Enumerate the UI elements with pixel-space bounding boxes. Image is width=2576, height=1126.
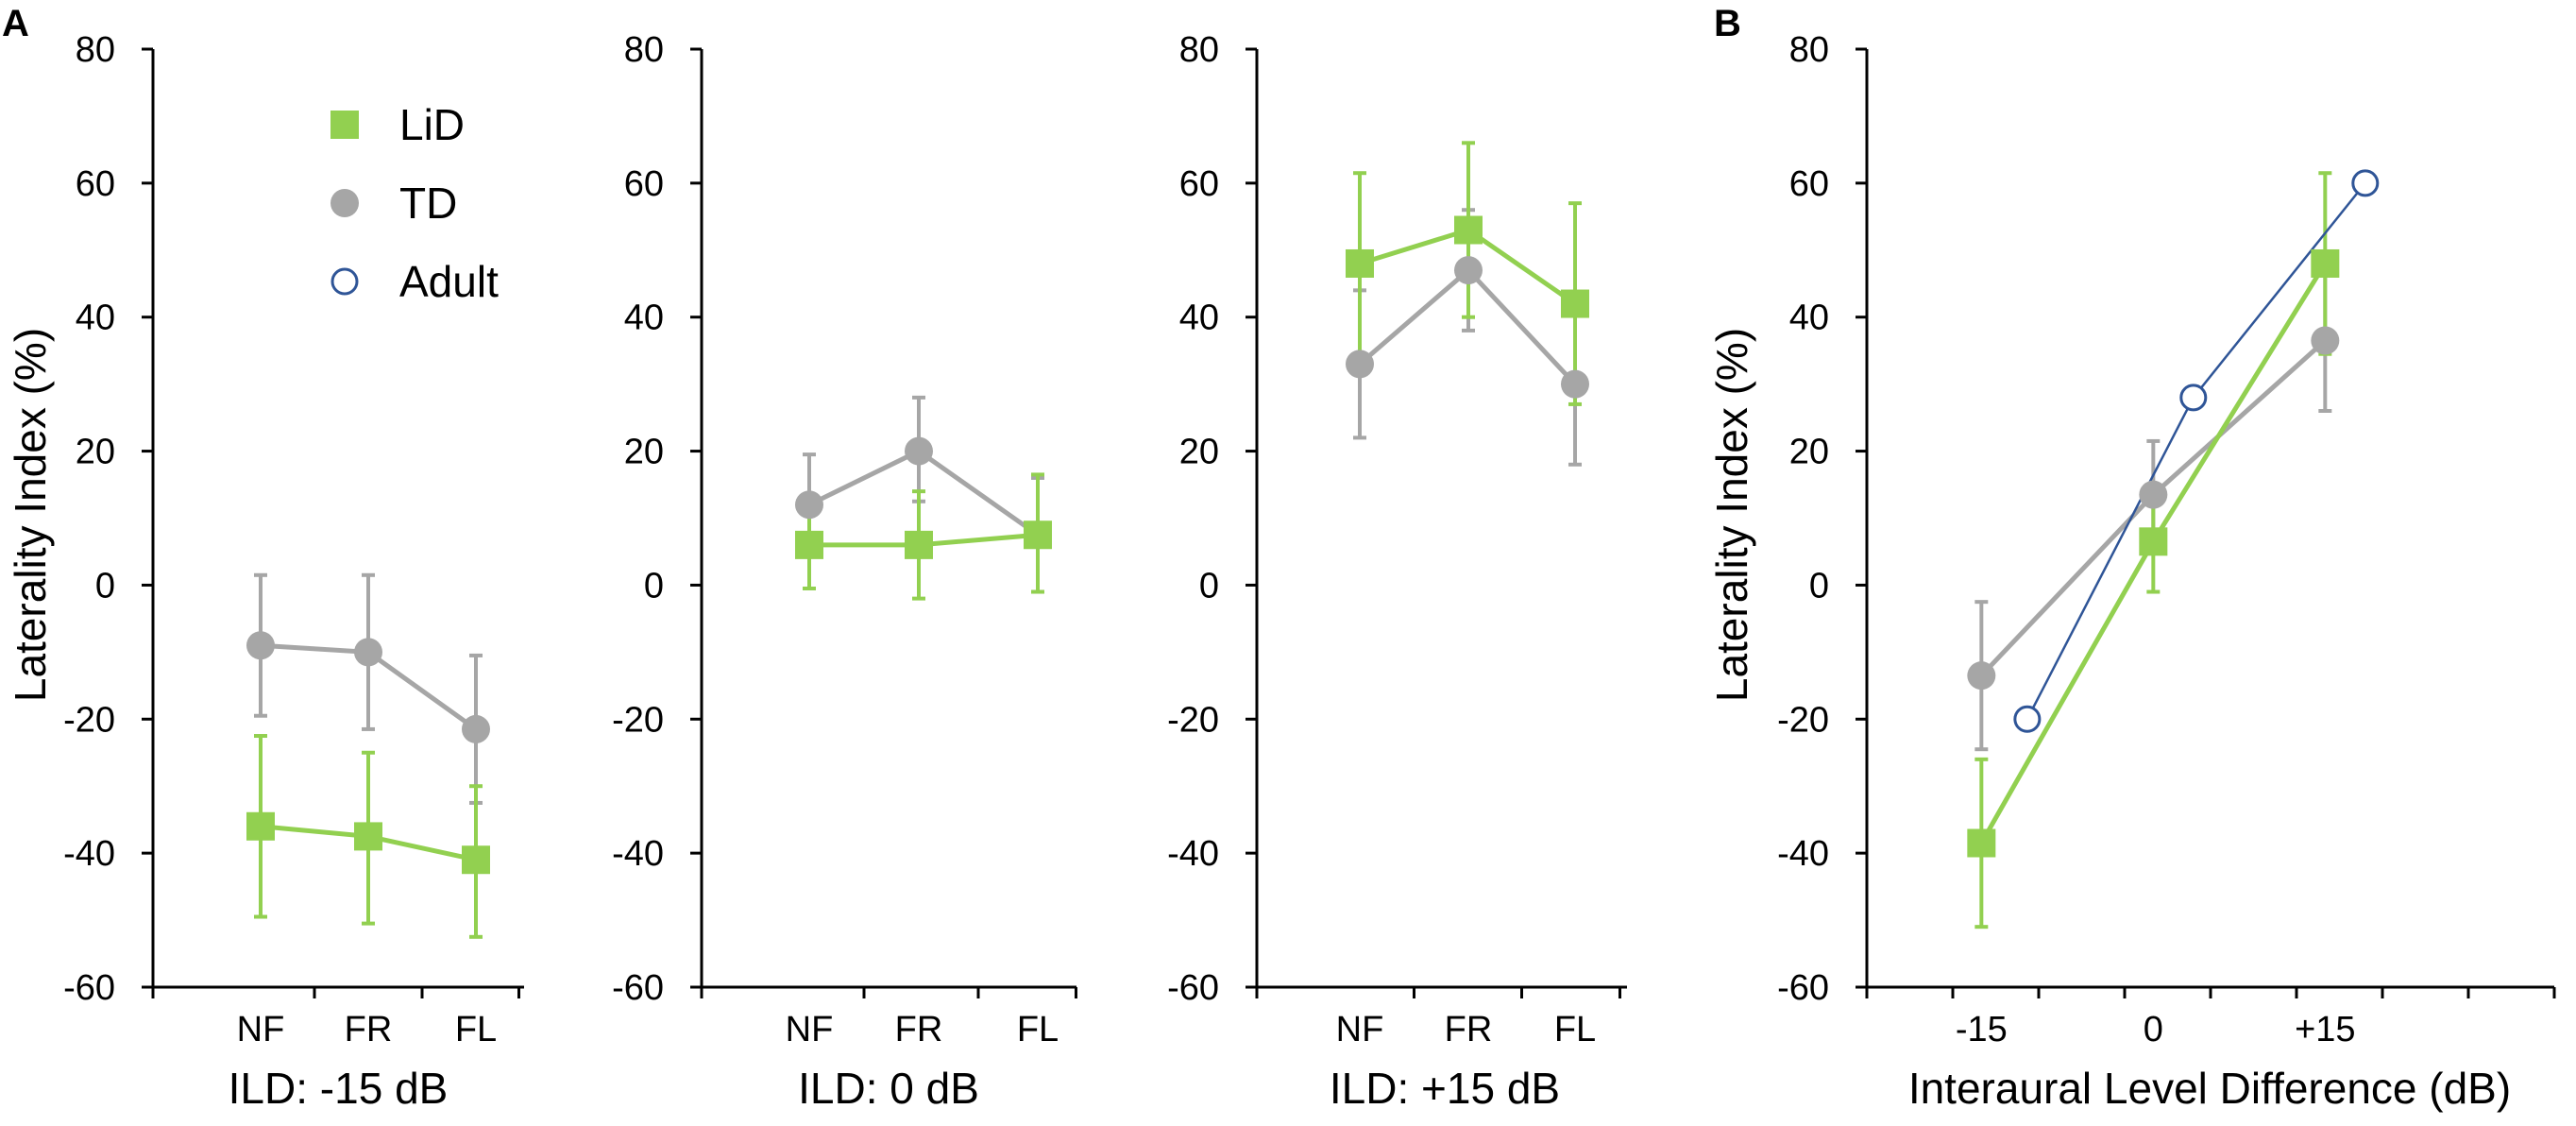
y-tick-label: 20	[624, 433, 664, 472]
y-tick-label: 80	[1789, 30, 1829, 70]
td-marker-2	[462, 714, 490, 743]
y-tick-label: 20	[1179, 433, 1219, 472]
x-tick-label: +15	[2295, 1010, 2355, 1049]
x-tick-label: 0	[2144, 1010, 2163, 1049]
x-tick-label: NF	[786, 1010, 834, 1049]
x-axis-title: ILD: -15 dB	[229, 1064, 449, 1113]
chart-panel-a-ild-0: 80 60 40 20 0 -20 -40 -60 NF FR FL ILD: 0 dB	[612, 30, 1077, 1113]
legend-label: TD	[399, 179, 457, 228]
y-tick-label: 40	[1789, 299, 1829, 338]
y-tick-label: -40	[63, 834, 115, 874]
td-marker-1	[2139, 480, 2168, 509]
y-tick-label: 60	[1179, 164, 1219, 204]
x-tick-label: FR	[345, 1010, 393, 1049]
legend-item-lid: LiD	[330, 100, 465, 149]
x-tick-label: -15	[1956, 1010, 2008, 1049]
legend-item-adult: Adult	[330, 257, 499, 306]
lid-marker-1	[2139, 527, 2168, 556]
y-tick-label: 40	[624, 299, 664, 338]
lid-marker-0	[795, 530, 823, 559]
lid-marker-legend	[330, 111, 359, 139]
x-tick-label: FR	[895, 1010, 943, 1049]
chart-panel-a-ild-minus15: 80 60 40 20 0 -20 -40 -60 NF FR FL Laterality Index…	[6, 30, 524, 1113]
x-axis-title: Interaural Level Difference (dB)	[1908, 1064, 2511, 1113]
legend: LiD TD Adult	[330, 100, 499, 306]
y-tick-label: 80	[1179, 30, 1219, 70]
y-tick-label: -40	[1167, 834, 1219, 874]
y-tick-label: 0	[95, 566, 115, 606]
lid-marker-1	[1454, 215, 1483, 245]
y-tick-label: 60	[624, 164, 664, 204]
adult-marker-0	[2013, 705, 2042, 733]
x-axis-title: ILD: 0 dB	[798, 1064, 979, 1113]
td-marker-0	[1346, 350, 1374, 379]
y-tick-label: -20	[612, 700, 664, 740]
td-marker-2	[1561, 369, 1589, 399]
chart-panel-b-ild-function: 80 60 40 20 0 -20 -40 -60 -15 0 +15 Laterality Inde…	[1707, 30, 2556, 1113]
td-marker-0	[795, 490, 823, 520]
adult-marker-2	[2351, 169, 2380, 197]
x-axis-title: ILD: +15 dB	[1330, 1064, 1560, 1113]
lid-marker-2	[1024, 520, 1052, 550]
td-marker-0	[246, 631, 275, 660]
y-tick-label: 60	[76, 164, 115, 204]
x-tick-label: FL	[1017, 1010, 1059, 1049]
y-tick-label: -20	[63, 700, 115, 740]
lid-marker-0	[1967, 828, 1996, 858]
legend-label: LiD	[399, 100, 465, 149]
y-axis-title: Laterality Index (%)	[1707, 328, 1756, 702]
x-tick-label: NF	[1336, 1010, 1384, 1049]
y-tick-label: 40	[1179, 299, 1219, 338]
lid-marker-1	[354, 822, 382, 851]
adult-marker-legend	[330, 267, 359, 296]
y-tick-label: -20	[1167, 700, 1219, 740]
x-tick-label: FR	[1445, 1010, 1493, 1049]
adult-marker-1	[2179, 384, 2208, 412]
legend-item-td: TD	[330, 179, 457, 228]
y-tick-label: -40	[1777, 834, 1829, 874]
td-marker-2	[2311, 326, 2340, 355]
y-tick-label: 40	[76, 299, 115, 338]
lid-marker-0	[246, 811, 275, 841]
lid-marker-2	[462, 845, 490, 875]
y-tick-label: -60	[612, 968, 664, 1008]
lid-marker-0	[1346, 248, 1374, 278]
x-tick-label: FL	[1554, 1010, 1596, 1049]
y-axis-title: Laterality Index (%)	[6, 328, 55, 702]
td-marker-legend	[330, 189, 359, 217]
y-tick-label: 0	[1199, 566, 1219, 606]
y-tick-label: 80	[76, 30, 115, 70]
x-tick-label: NF	[237, 1010, 285, 1049]
lid-marker-2	[1561, 289, 1589, 318]
panel-label-b: B	[1714, 3, 1741, 44]
legend-label: Adult	[399, 257, 499, 306]
lid-marker-2	[2311, 248, 2340, 278]
y-tick-label: 0	[1809, 566, 1829, 606]
y-tick-label: -60	[1167, 968, 1219, 1008]
td-marker-1	[354, 638, 382, 667]
y-tick-label: -60	[63, 968, 115, 1008]
td-marker-0	[1967, 661, 1996, 691]
panel-label-a: A	[2, 3, 29, 44]
y-tick-label: -40	[612, 834, 664, 874]
chart-panel-a-ild-plus15: 80 60 40 20 0 -20 -40 -60 NF FR FL ILD: +15 dB	[1167, 30, 1627, 1113]
y-tick-label: 80	[624, 30, 664, 70]
td-marker-1	[905, 436, 933, 466]
lid-marker-1	[905, 530, 933, 559]
td-marker-1	[1454, 256, 1483, 285]
y-tick-label: 0	[644, 566, 664, 606]
y-tick-label: -60	[1777, 968, 1829, 1008]
x-tick-label: FL	[455, 1010, 497, 1049]
y-tick-label: 20	[76, 433, 115, 472]
y-tick-label: 60	[1789, 164, 1829, 204]
y-tick-label: -20	[1777, 700, 1829, 740]
y-tick-label: 20	[1789, 433, 1829, 472]
